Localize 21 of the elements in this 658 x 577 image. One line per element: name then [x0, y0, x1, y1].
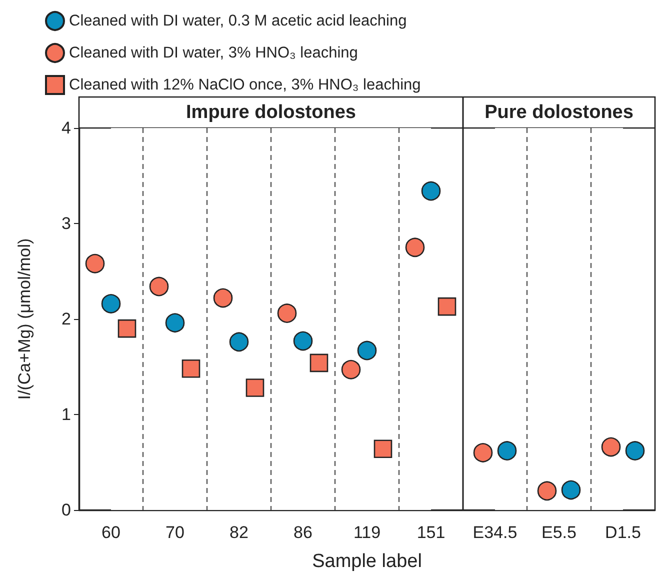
band-label: Pure dolostones [484, 102, 634, 123]
legend-label: Cleaned with 12% NaClO once, 3% HNO₃ leaching [69, 76, 421, 94]
legend-label: Cleaned with DI water, 3% HNO₃ leaching [69, 44, 358, 62]
x-tick-label: E34.5 [472, 523, 518, 542]
x-tick-label: 70 [166, 523, 184, 542]
x-tick-label: D1.5 [605, 523, 641, 542]
y-tick-label: 1 [62, 405, 71, 424]
legend-label: Cleaned with DI water, 0.3 M acetic acid leaching [69, 12, 407, 30]
x-tick-label: 60 [102, 523, 120, 542]
x-tick-label: 151 [416, 523, 446, 542]
y-tick-label: 3 [62, 214, 71, 233]
x-tick-label: 119 [353, 523, 381, 542]
band-label: Impure dolostones [186, 102, 356, 123]
y-axis-title: I/(Ca+Mg) (μmol/mol) [15, 238, 34, 400]
x-axis-title: Sample label [312, 551, 422, 572]
x-tick-label: 82 [230, 523, 248, 542]
y-tick-label: 0 [62, 500, 71, 520]
y-tick-label: 4 [62, 118, 71, 138]
x-tick-label: E5.5 [542, 523, 576, 542]
x-tick-label: 86 [294, 523, 312, 542]
y-tick-label: 2 [62, 310, 71, 328]
